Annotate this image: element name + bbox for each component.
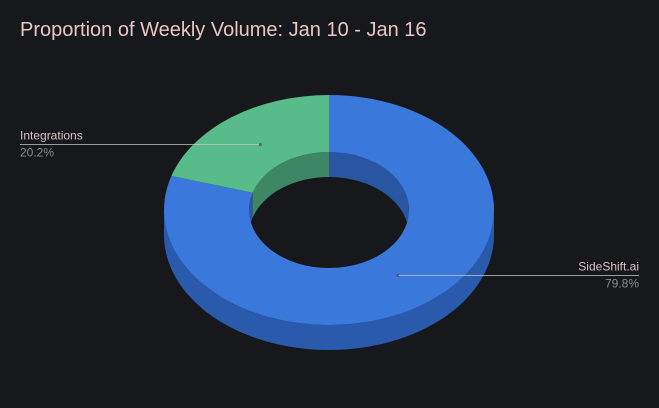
callout-dot-sideshift-ai bbox=[396, 274, 400, 277]
hole-wall-sideshift-ai bbox=[329, 152, 409, 235]
hole-wall-integrations bbox=[252, 152, 329, 218]
donut-top-layer bbox=[164, 95, 495, 325]
slice-integrations[interactable] bbox=[171, 95, 329, 193]
slice-percent-integrations: 20.2% bbox=[20, 146, 54, 160]
slice-percent-sideshift-ai: 79.8% bbox=[605, 276, 639, 290]
slice-sideshift-ai[interactable] bbox=[164, 95, 495, 325]
slice-side-sideshift-ai bbox=[164, 210, 494, 350]
slice-label-integrations: Integrations bbox=[20, 129, 83, 143]
callout-layer: SideShift.ai 79.8% Integrations 20.2% bbox=[20, 129, 639, 290]
slice-label-sideshift-ai: SideShift.ai bbox=[578, 259, 639, 273]
callout-dot-integrations bbox=[258, 143, 262, 146]
chart-title: Proportion of Weekly Volume: Jan 10 - Ja… bbox=[20, 19, 427, 41]
donut-side-layer bbox=[164, 210, 494, 350]
